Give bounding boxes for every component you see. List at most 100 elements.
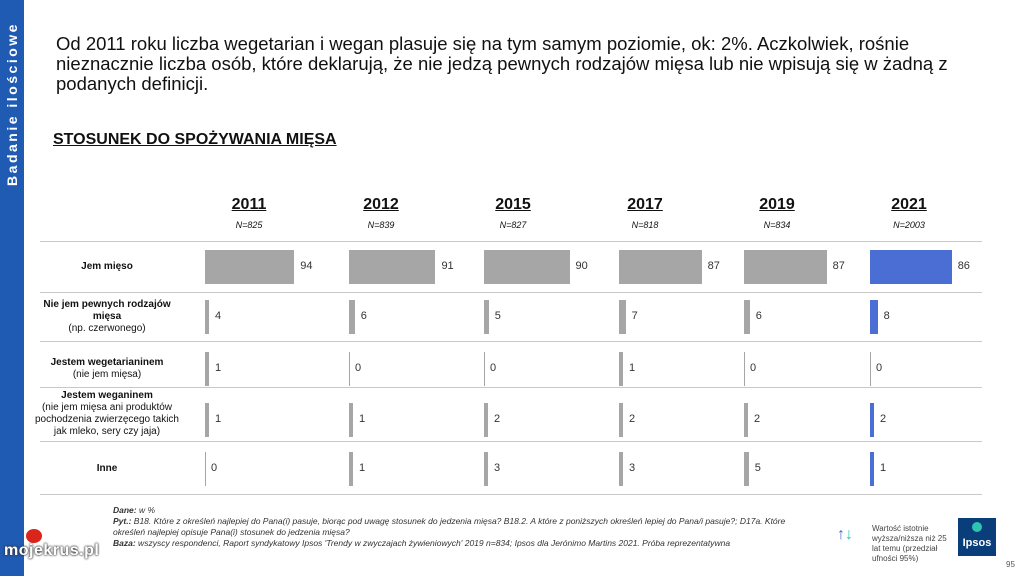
row-label-sub: (np. czerwonego): [68, 323, 146, 334]
row-label-main: Nie jem pewnych rodzajów mięsa: [43, 299, 171, 322]
data-label: 1: [629, 362, 636, 374]
data-label: 4: [215, 310, 222, 322]
data-label: 6: [360, 310, 367, 322]
data-label: 3: [629, 462, 636, 474]
bar: [619, 250, 702, 284]
bar: [870, 403, 874, 437]
row-divider: [40, 494, 982, 495]
data-label: 0: [750, 362, 757, 374]
bar: [484, 452, 488, 486]
row-label-main: Jestem weganinem: [61, 390, 153, 401]
year-header: 2015: [495, 196, 531, 213]
sample-size: N=834: [763, 220, 791, 230]
bar: [744, 300, 750, 334]
row-divider: [40, 387, 982, 388]
row-label-main: Jestem wegetarianinem: [50, 357, 164, 368]
sidebar: Badanie ilościowe: [0, 0, 24, 576]
row-label: Jem mięso: [32, 261, 182, 273]
year-header: 2017: [627, 196, 663, 213]
footer-pyt: B18. Które z określeń najlepiej do Pana(…: [113, 516, 786, 537]
data-label: 1: [215, 362, 222, 374]
data-label: 0: [355, 362, 362, 374]
bar: [349, 403, 353, 437]
data-label: 86: [957, 260, 970, 272]
bar: [349, 452, 353, 486]
row-divider: [40, 441, 982, 442]
data-label: 87: [707, 260, 720, 272]
data-label: 0: [876, 362, 883, 374]
sample-size: N=818: [631, 220, 659, 230]
data-label: 2: [754, 413, 761, 425]
footer-baza-label: Baza:: [113, 538, 136, 548]
logo-accent: [972, 522, 982, 532]
year-header: 2019: [759, 196, 795, 213]
sidebar-label: Badanie ilościowe: [4, 22, 20, 186]
row-label: Inne: [32, 463, 182, 475]
data-label: 0: [211, 462, 218, 474]
data-label: 1: [359, 462, 366, 474]
sample-size: N=2003: [893, 220, 925, 230]
data-label: 87: [832, 260, 845, 272]
bar: [205, 403, 209, 437]
watermark: mojekrus.pl: [4, 542, 100, 559]
footer-baza: wszyscy respondenci, Raport syndykatowy …: [135, 538, 731, 548]
ladybug-icon: [26, 529, 42, 543]
row-label-sub: (nie jem mięsa ani produktów pochodzenia…: [35, 402, 179, 437]
page-number: 95: [1006, 560, 1015, 569]
row-divider: [40, 241, 982, 242]
data-label: 2: [494, 413, 501, 425]
bar: [870, 452, 874, 486]
bar-axis: [744, 352, 745, 386]
legend-text: Wartość istotnie wyższa/niższa niż 25 la…: [872, 524, 947, 563]
bar: [205, 352, 209, 386]
data-label: 94: [300, 260, 313, 272]
bar: [619, 352, 623, 386]
data-label: 1: [359, 413, 366, 425]
data-label: 0: [490, 362, 497, 374]
row-divider: [40, 292, 982, 293]
bar: [619, 452, 623, 486]
data-label: 1: [215, 413, 222, 425]
headline: Od 2011 roku liczba wegetarian i wegan p…: [56, 33, 948, 94]
bar: [349, 300, 355, 334]
data-label: 90: [575, 260, 588, 272]
data-label: 7: [631, 310, 638, 322]
year-header: 2021: [891, 196, 927, 213]
row-label: Jestem weganinem (nie jem mięsa ani produ…: [32, 390, 182, 438]
bar: [870, 250, 952, 284]
bar: [619, 300, 626, 334]
footer-notes: Dane: w % Pyt.: B18. Które z określeń na…: [113, 505, 813, 549]
data-label: 1: [880, 462, 887, 474]
bar: [349, 250, 436, 284]
section-title: STOSUNEK DO SPOŻYWANIA MIĘSA: [53, 131, 337, 148]
row-label: Nie jem pewnych rodzajów mięsa (np. czerw…: [32, 299, 182, 335]
data-label: 2: [629, 413, 636, 425]
data-label: 2: [880, 413, 887, 425]
bar: [205, 300, 209, 334]
bar-axis: [484, 352, 485, 386]
bar: [484, 250, 570, 284]
data-label: 5: [754, 462, 761, 474]
sample-size: N=827: [499, 220, 527, 230]
bar: [484, 300, 489, 334]
year-header: 2012: [363, 196, 399, 213]
data-label: 3: [494, 462, 501, 474]
data-label: 8: [883, 310, 890, 322]
row-divider: [40, 341, 982, 342]
bar: [619, 403, 623, 437]
row-label-sub: (nie jem mięsa): [72, 369, 142, 380]
sample-size: N=825: [235, 220, 263, 230]
bar: [205, 250, 295, 284]
bar: [484, 403, 488, 437]
data-label: 91: [441, 260, 454, 272]
significance-arrows-icon: ↑↓: [837, 526, 853, 543]
bar: [744, 403, 748, 437]
bar: [744, 452, 749, 486]
row-label-main: Inne: [96, 463, 118, 474]
data-label: 5: [494, 310, 501, 322]
row-label: Jestem wegetarianinem (nie jem mięsa): [32, 357, 182, 381]
data-label: 6: [755, 310, 762, 322]
bar: [744, 250, 827, 284]
footer-pyt-label: Pyt.:: [113, 516, 132, 526]
bar-axis: [870, 352, 871, 386]
